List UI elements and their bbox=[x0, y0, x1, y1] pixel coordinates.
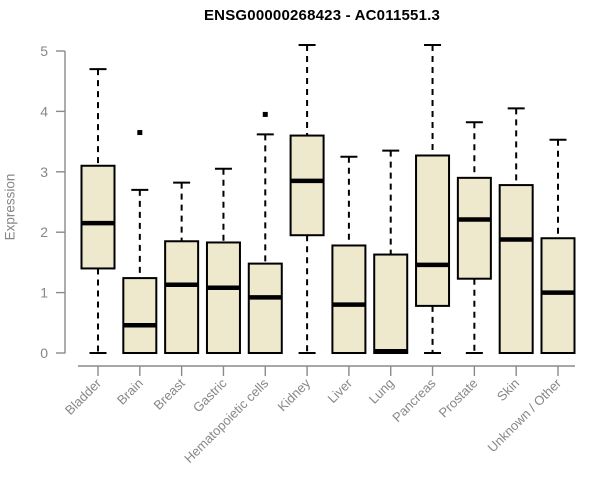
chart-title: ENSG00000268423 - AC011551.3 bbox=[203, 7, 441, 24]
box-rect bbox=[456, 176, 492, 280]
x-tick-label: Breast bbox=[151, 375, 188, 412]
box-rect bbox=[331, 244, 367, 355]
box-rect bbox=[205, 241, 241, 354]
y-tick-label: 1 bbox=[40, 285, 48, 301]
x-tick-label: Lung bbox=[366, 376, 397, 407]
box-rect bbox=[164, 240, 200, 354]
outlier-point bbox=[262, 111, 268, 117]
box-rect bbox=[498, 184, 534, 354]
y-tick-label: 2 bbox=[40, 224, 48, 240]
x-tick-label: Bladder bbox=[62, 375, 105, 418]
x-tick-label: Kidney bbox=[274, 375, 313, 414]
y-tick-label: 3 bbox=[40, 164, 48, 180]
outlier-point bbox=[137, 130, 143, 136]
box-rect bbox=[415, 154, 451, 307]
box-rect bbox=[289, 134, 325, 237]
y-tick-label: 5 bbox=[40, 43, 48, 59]
y-tick-label: 4 bbox=[40, 103, 48, 119]
x-tick-label: Skin bbox=[494, 376, 522, 404]
x-tick-label: Gastric bbox=[190, 375, 230, 415]
box-rect bbox=[80, 164, 116, 270]
x-tick-label: Prostate bbox=[436, 376, 481, 421]
box-rect bbox=[122, 277, 158, 355]
box-rect bbox=[373, 253, 409, 355]
x-tick-label: Brain bbox=[114, 376, 146, 408]
box-rect bbox=[540, 237, 576, 355]
x-tick-label: Liver bbox=[324, 375, 355, 406]
x-tick-label: Pancreas bbox=[389, 375, 439, 425]
y-tick-label: 0 bbox=[40, 345, 48, 361]
box-rect bbox=[247, 262, 283, 354]
x-tick-label: Unknown / Other bbox=[485, 375, 565, 455]
